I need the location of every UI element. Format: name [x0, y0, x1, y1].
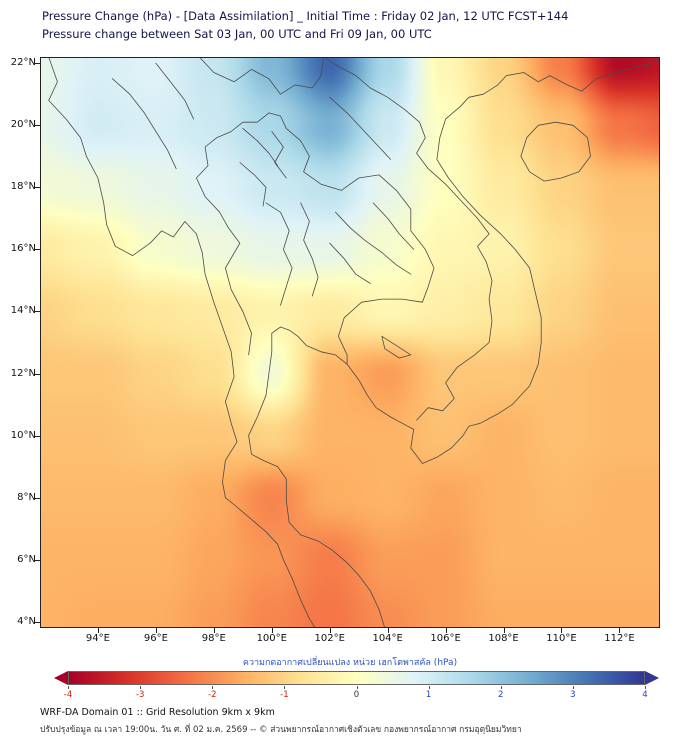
colorbar-tick-label: 1	[425, 690, 432, 700]
y-tick-mark	[35, 373, 40, 375]
y-tick-mark	[35, 63, 40, 65]
colorbar-tick-mark	[428, 686, 430, 689]
y-tick-mark	[35, 435, 40, 437]
x-tick-mark	[619, 628, 621, 633]
x-tick-label: 98°E	[201, 633, 226, 644]
colorbar-tick-label: -3	[135, 690, 145, 700]
y-tick-label: 8°N	[17, 491, 36, 503]
x-tick-label: 108°E	[488, 633, 519, 644]
x-tick-label: 100°E	[256, 633, 287, 644]
y-tick-label: 10°N	[10, 429, 36, 441]
x-tick-mark	[561, 628, 563, 633]
x-tick-label: 112°E	[604, 633, 635, 644]
border-laos-interior	[329, 96, 392, 160]
x-tick-mark	[329, 628, 331, 633]
border-province-line-8	[372, 202, 415, 250]
border-province-line-1	[265, 202, 293, 306]
colorbar-tick-mark	[572, 686, 574, 689]
colorbar-tick-label: -2	[208, 690, 217, 700]
border-province-line-4	[335, 211, 412, 275]
border-province-line-2	[239, 162, 267, 207]
y-tick-mark	[35, 559, 40, 561]
x-tick-mark	[155, 628, 157, 633]
colorbar-tick-mark	[68, 686, 69, 689]
y-tick-label: 22°N	[10, 57, 36, 69]
x-tick-label: 106°E	[430, 633, 461, 644]
border-border-thailand-laos	[268, 112, 435, 303]
x-tick-mark	[213, 628, 215, 633]
x-tick-mark	[445, 628, 447, 633]
colorbar-left-arrow	[54, 671, 68, 685]
country-borders-overlay	[48, 57, 660, 628]
border-tonle-sap	[381, 335, 412, 359]
border-province-line-3	[300, 202, 319, 297]
colorbar-label: ความกดอากาศเปลี่ยนแปลง หน่วย เฮกโตพาสคัล…	[242, 658, 458, 668]
border-border-laos-vietnam-cambodia	[323, 57, 493, 421]
y-tick-mark	[35, 497, 40, 499]
border-province-line-5	[271, 131, 287, 179]
x-tick-label: 94°E	[85, 633, 110, 644]
footer-update-info: ปรับปรุงข้อมูล ณ เวลา 19:00น. วัน ศ. ที่…	[40, 725, 522, 735]
x-tick-label: 110°E	[546, 633, 577, 644]
colorbar-tick-mark	[212, 686, 214, 689]
pressure-field-canvas	[40, 57, 660, 628]
border-hainan-island	[520, 121, 591, 182]
colorbar-tick-mark	[500, 686, 502, 689]
y-tick-label: 16°N	[10, 243, 36, 255]
x-tick-mark	[271, 628, 273, 633]
y-tick-label: 18°N	[10, 181, 36, 193]
border-coastline-myanmar-andaman	[48, 57, 316, 628]
colorbar-tick-label: 4	[642, 690, 648, 700]
y-tick-label: 6°N	[17, 553, 36, 565]
y-tick-mark	[35, 187, 40, 189]
border-border-myanmar-china-laos	[198, 57, 325, 95]
y-tick-label: 14°N	[10, 305, 36, 317]
y-tick-label: 20°N	[10, 119, 36, 131]
y-tick-mark	[35, 311, 40, 313]
border-border-thailand-myanmar	[195, 112, 270, 356]
border-coastline-gulf-vietnam	[248, 75, 542, 628]
y-tick-label: 4°N	[17, 615, 36, 627]
x-tick-label: 96°E	[143, 633, 168, 644]
border-myanmar-interior-1	[112, 78, 177, 170]
colorbar-tick-label: 2	[498, 690, 504, 700]
x-tick-label: 104°E	[372, 633, 403, 644]
colorbar-tick-label: -4	[63, 690, 73, 700]
chart-title: Pressure Change (hPa) - [Data Assimilati…	[42, 9, 569, 23]
colorbar-tick-mark	[140, 686, 142, 689]
y-tick-mark	[35, 621, 40, 623]
y-tick-mark	[35, 249, 40, 251]
colorbar-tick-mark	[645, 686, 646, 689]
x-tick-mark	[387, 628, 389, 633]
colorbar-tick-mark	[284, 686, 286, 689]
y-tick-mark	[35, 125, 40, 127]
colorbar-tick-label: 0	[353, 690, 360, 700]
x-tick-mark	[503, 628, 505, 633]
border-coastline-china	[505, 59, 660, 92]
colorbar-right-arrow	[645, 671, 659, 685]
colorbar-tick-mark	[356, 686, 358, 689]
border-province-line-6	[329, 242, 371, 284]
x-tick-label: 102°E	[314, 633, 345, 644]
border-province-line-7	[242, 128, 279, 166]
y-tick-label: 12°N	[10, 367, 36, 379]
border-border-thailand-cambodia	[337, 298, 423, 365]
chart-subtitle: Pressure change between Sat 03 Jan, 00 U…	[42, 27, 432, 41]
colorbar-tick-label: 3	[570, 690, 576, 700]
colorbar	[68, 671, 645, 685]
x-tick-mark	[97, 628, 99, 633]
border-myanmar-interior-2	[155, 62, 195, 120]
colorbar-tick-label: -1	[280, 690, 289, 700]
footer-domain-info: WRF-DA Domain 01 :: Grid Resolution 9km …	[40, 707, 275, 718]
